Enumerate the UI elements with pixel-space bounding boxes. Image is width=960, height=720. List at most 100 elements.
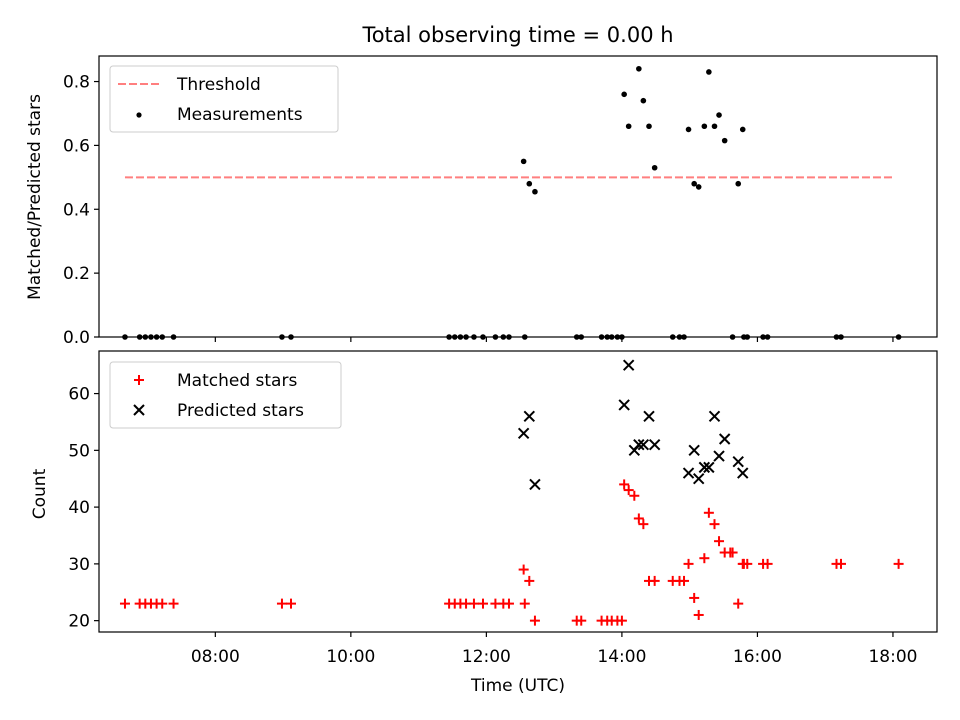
matched-star-point <box>693 609 704 620</box>
predicted-star-point <box>648 438 661 451</box>
legend-matched-label: Matched stars <box>177 371 297 391</box>
matched-star-point <box>683 558 694 569</box>
y-tick-label: 0.4 <box>63 200 90 220</box>
measurement-point <box>721 137 728 144</box>
y-tick-label: 40 <box>68 498 90 518</box>
x-tick-label: 08:00 <box>191 647 240 667</box>
predicted-star-point <box>737 467 749 479</box>
y-tick-label: 0.0 <box>63 328 90 348</box>
y-tick-label: 20 <box>68 612 90 632</box>
legend-matched-swatch <box>134 375 144 385</box>
marker-stroke <box>737 467 749 479</box>
matched-star-point <box>836 558 847 569</box>
predicted-star-point <box>529 478 541 491</box>
y-tick-label: 0.6 <box>63 136 90 156</box>
y-tick-label: 0.8 <box>63 73 90 93</box>
matched-star-point <box>276 598 287 609</box>
matched-star-point <box>576 615 587 626</box>
bottom-plot-area: 20 30 40 50 60 08:00 10:00 12:00 14:00 16:00 18:00 <box>68 359 917 667</box>
predicted-star-point <box>708 410 721 422</box>
marker-stroke <box>718 433 731 445</box>
bottom-x-axis-label: Time (UTC) <box>470 676 565 696</box>
marker-stroke <box>637 438 650 451</box>
matched-star-point <box>623 485 634 496</box>
matched-star-point <box>737 558 748 569</box>
marker-stroke <box>703 461 715 474</box>
matched-star-point <box>709 519 720 530</box>
marker-stroke <box>529 478 541 491</box>
matched-star-point <box>157 598 168 609</box>
marker-stroke <box>523 410 536 422</box>
y-tick-label: 60 <box>68 385 90 405</box>
matched-star-point <box>699 553 710 564</box>
matched-star-point <box>519 598 530 609</box>
marker-stroke <box>713 450 725 462</box>
matched-star-point <box>529 615 540 626</box>
measurement-point <box>739 126 746 133</box>
measurement-point <box>532 188 538 195</box>
predicted-star-point <box>718 433 731 445</box>
marker-stroke <box>732 455 744 468</box>
predicted-star-point <box>698 461 711 474</box>
predicted-star-point <box>633 438 645 451</box>
matched-star-point <box>518 564 529 575</box>
matched-star-point <box>119 598 130 609</box>
x-tick-label: 16:00 <box>733 647 782 667</box>
measurement-point <box>651 164 658 171</box>
matched-star-point <box>703 507 714 518</box>
legend-predicted-label: Predicted stars <box>177 401 304 421</box>
predicted-star-point <box>732 455 744 468</box>
matched-star-point <box>619 479 630 490</box>
predicted-star-point <box>517 427 530 440</box>
measurement-point <box>735 180 742 187</box>
matched-star-point <box>893 558 904 569</box>
x-tick-label: 12:00 <box>462 647 511 667</box>
marker-stroke <box>618 399 630 411</box>
bottom-legend: Matched stars Predicted stars <box>109 361 342 429</box>
measurement-point <box>716 112 722 118</box>
predicted-star-point <box>618 399 630 411</box>
x-tick-label: 18:00 <box>868 647 917 667</box>
matched-star-point <box>679 575 690 586</box>
matched-star-point <box>168 598 179 609</box>
x-tick-label: 10:00 <box>326 647 375 667</box>
matched-star-point <box>638 519 649 530</box>
top-chart-title: Total observing time = 0.00 h <box>361 23 673 47</box>
measurement-point <box>646 123 652 130</box>
y-tick-label: 50 <box>68 441 90 461</box>
matched-star-point <box>733 598 744 609</box>
predicted-star-point <box>688 444 700 457</box>
bottom-legend-box <box>109 361 342 429</box>
measurement-point <box>621 91 627 98</box>
marker-stroke <box>698 461 711 474</box>
measurement-point <box>691 180 697 187</box>
bottom-plot-frame <box>98 350 938 633</box>
matched-star-point <box>649 575 660 586</box>
predicted-star-point <box>622 359 635 371</box>
marker-stroke <box>648 438 661 451</box>
y-tick-label: 0.2 <box>63 264 90 284</box>
measurement-point <box>636 65 642 72</box>
marker-stroke <box>688 444 700 457</box>
marker-stroke <box>708 410 721 422</box>
top-plot-frame <box>98 55 938 338</box>
measurement-point <box>685 126 692 133</box>
measurement-point <box>520 158 527 165</box>
marker-stroke <box>633 438 645 451</box>
top-legend: Threshold Measurements <box>109 65 339 133</box>
predicted-star-point <box>523 410 536 422</box>
legend-threshold-label: Threshold <box>176 75 261 95</box>
matched-star-point <box>689 592 700 603</box>
predicted-star-point <box>703 461 715 474</box>
measurement-point <box>526 180 533 187</box>
legend-predicted-swatch <box>133 404 145 416</box>
matched-star-point <box>762 558 773 569</box>
matched-star-point <box>629 490 640 501</box>
legend-measurements-label: Measurements <box>177 105 303 125</box>
measurement-point <box>625 123 632 130</box>
marker-stroke <box>517 427 530 440</box>
matched-star-point <box>714 536 725 547</box>
bottom-y-axis-label: Count <box>30 468 50 519</box>
measurement-point <box>711 123 718 130</box>
marker-stroke <box>692 473 705 485</box>
